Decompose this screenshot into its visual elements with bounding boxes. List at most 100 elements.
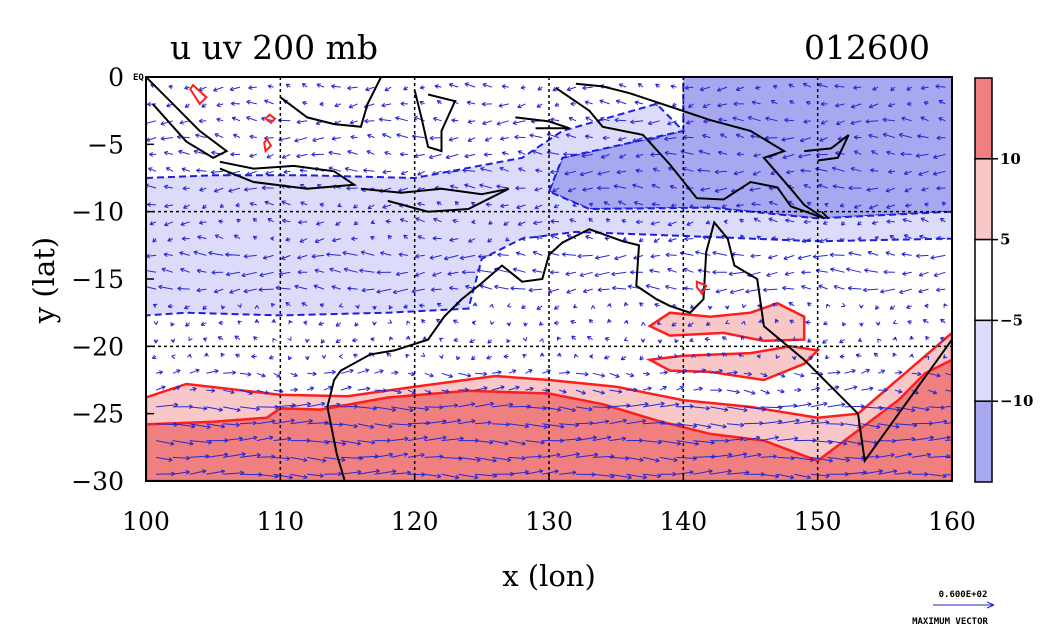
wind-vector	[300, 201, 308, 206]
wind-vector	[726, 452, 748, 458]
wind-vector	[432, 236, 442, 241]
wind-vector	[794, 372, 805, 378]
wind-vector	[676, 404, 694, 409]
wind-vector	[741, 320, 746, 326]
wind-vector	[710, 469, 732, 475]
wind-vector	[512, 120, 526, 126]
wind-vector	[363, 168, 375, 173]
wind-vector	[878, 469, 898, 475]
wind-vector	[550, 117, 560, 123]
wind-vector	[880, 288, 895, 294]
wind-vector	[407, 472, 426, 477]
wind-vector	[600, 153, 610, 159]
wind-vector	[407, 406, 429, 412]
wind-vector	[904, 203, 912, 208]
wind-vector	[448, 82, 459, 88]
wind-vector	[723, 219, 728, 225]
wind-vector	[491, 402, 514, 408]
wind-vector	[525, 369, 533, 374]
wind-vector	[466, 100, 476, 106]
wind-vector	[500, 203, 509, 209]
wind-vector	[582, 85, 593, 91]
wind-vector	[626, 456, 644, 463]
wind-vector	[898, 132, 912, 139]
colorbar-label: 5	[1000, 231, 1010, 249]
wind-vector	[374, 388, 387, 393]
coastline-borneo	[279, 77, 382, 128]
wind-vector	[467, 137, 476, 142]
wind-vector	[508, 455, 526, 461]
wind-vector	[572, 202, 577, 208]
wind-vector	[719, 133, 728, 139]
wind-vector	[464, 153, 476, 159]
wind-vector	[736, 151, 744, 157]
date-label: 012600	[804, 28, 930, 67]
wind-vector	[539, 352, 545, 357]
wind-vector	[609, 473, 632, 480]
colorbar-label: −10	[1000, 392, 1033, 410]
wind-vector	[290, 473, 308, 480]
wind-vector	[348, 103, 358, 109]
wind-vector	[490, 320, 495, 325]
wind-vector	[706, 204, 711, 209]
wind-vector	[454, 200, 460, 206]
wind-vector	[585, 116, 593, 122]
wind-vector	[196, 268, 207, 274]
wind-vector	[671, 322, 677, 327]
wind-vector	[862, 287, 879, 293]
wind-vector	[886, 219, 895, 224]
wind-vector	[458, 387, 469, 393]
coastline-new-britain	[804, 134, 850, 162]
wind-vector	[838, 237, 845, 242]
wind-vector	[558, 389, 567, 394]
wind-vector	[561, 252, 576, 257]
wind-vector	[688, 103, 694, 108]
coastline-sumatra	[146, 77, 229, 159]
wind-vector	[904, 187, 912, 193]
wind-vector	[400, 101, 408, 107]
wind-vector	[575, 435, 598, 442]
wind-vector	[664, 150, 677, 156]
wind-vector	[206, 469, 226, 475]
wind-vector	[803, 119, 811, 124]
wind-vector	[892, 336, 898, 342]
wind-vector	[585, 235, 593, 240]
x-tick-label: 150	[794, 507, 842, 536]
wind-vector	[535, 235, 543, 240]
wind-vector	[832, 184, 845, 189]
wind-vector	[146, 268, 157, 273]
wind-vector	[901, 116, 912, 122]
wind-vector	[871, 220, 879, 225]
wind-vector	[515, 185, 526, 191]
wind-vector	[335, 221, 342, 226]
wind-vector	[885, 187, 896, 193]
wind-vector	[621, 219, 627, 224]
wind-vector	[758, 319, 763, 324]
wind-vector	[370, 236, 375, 241]
wind-vector	[559, 370, 571, 375]
wind-vector	[777, 455, 795, 461]
wind-vector	[768, 200, 778, 206]
wind-vector	[822, 220, 828, 225]
wind-vector	[266, 153, 274, 159]
wind-vector	[788, 83, 795, 88]
wind-vector	[642, 456, 660, 463]
wind-vector	[272, 337, 277, 343]
wind-vector	[475, 456, 497, 463]
wind-vector	[149, 220, 157, 226]
wind-vector	[351, 236, 358, 242]
wind-vector	[760, 372, 768, 377]
wind-vector	[671, 102, 677, 107]
wind-vector	[441, 418, 462, 425]
wind-vector	[609, 436, 627, 442]
wind-vector	[756, 235, 762, 240]
wind-vector	[230, 101, 241, 107]
wind-vector	[740, 335, 746, 341]
wind-vector	[869, 168, 879, 173]
wind-vector	[223, 422, 240, 428]
wind-vector	[172, 469, 190, 475]
wind-vector	[920, 85, 929, 91]
wind-vector	[243, 253, 257, 259]
wind-vector	[886, 204, 896, 209]
wind-vector	[374, 452, 394, 458]
